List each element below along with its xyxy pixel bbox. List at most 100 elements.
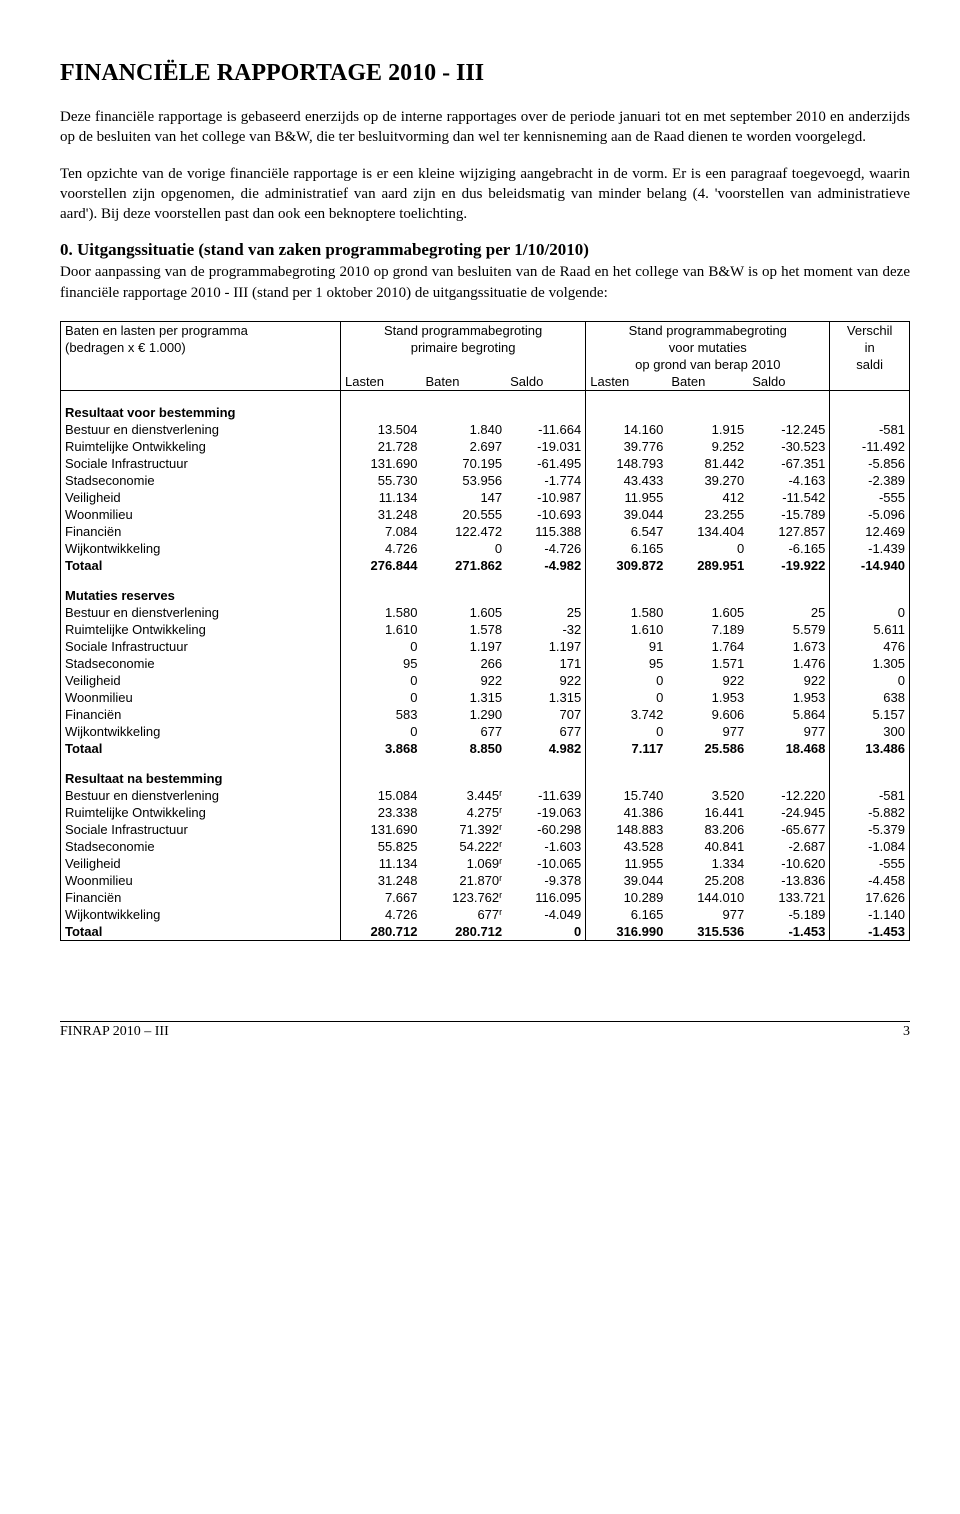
section-title: Mutaties reserves xyxy=(61,574,341,604)
cell-lasten2: 148.793 xyxy=(586,455,668,472)
cell-baten1: 266 xyxy=(421,655,506,672)
cell-verschil: -11.492 xyxy=(830,438,910,455)
cell-lasten2: 15.740 xyxy=(586,787,668,804)
table-row-label: Financiën xyxy=(61,889,341,906)
cell-verschil: -1.140 xyxy=(830,906,910,923)
table-row-label: Wijkontwikkeling xyxy=(61,906,341,923)
cell-lasten1: 131.690 xyxy=(340,821,421,838)
cell-lasten1: 55.730 xyxy=(340,472,421,489)
table-row-label: Veiligheid xyxy=(61,489,341,506)
cell-verschil: -555 xyxy=(830,855,910,872)
cell-lasten1: 55.825 xyxy=(340,838,421,855)
cell-baten2: 134.404 xyxy=(667,523,748,540)
cell-baten2: 0 xyxy=(667,540,748,557)
table-row-label: Ruimtelijke Ontwikkeling xyxy=(61,804,341,821)
cell-lasten1: 4.726 xyxy=(340,906,421,923)
cell-verschil: 638 xyxy=(830,689,910,706)
table-row-label: Sociale Infrastructuur xyxy=(61,638,341,655)
cell-verschil: -581 xyxy=(830,421,910,438)
cell-baten2: 1.571 xyxy=(667,655,748,672)
cell-verschil: 0 xyxy=(830,672,910,689)
hdr-group1: Stand programmabegroting xyxy=(340,321,585,339)
table-row-label: Bestuur en dienstverlening xyxy=(61,421,341,438)
cell-lasten2: 39.044 xyxy=(586,506,668,523)
footer-page-number: 3 xyxy=(903,1024,910,1040)
table-row-label: Financiën xyxy=(61,706,341,723)
cell-saldo1: -10.987 xyxy=(506,489,586,506)
hdr-group2: Stand programmabegroting xyxy=(586,321,830,339)
cell-baten1: 1.840 xyxy=(421,421,506,438)
cell-lasten1: 0 xyxy=(340,689,421,706)
cell-baten1: 123.762r xyxy=(421,889,506,906)
cell-lasten1: 23.338 xyxy=(340,804,421,821)
cell-lasten1: 13.504 xyxy=(340,421,421,438)
cell-lasten1: 7.084 xyxy=(340,523,421,540)
cell-verschil: -5.379 xyxy=(830,821,910,838)
cell-lasten1: 31.248 xyxy=(340,506,421,523)
cell-lasten2: 11.955 xyxy=(586,489,668,506)
cell-saldo2: 1.673 xyxy=(748,638,830,655)
cell-baten1: 53.956 xyxy=(421,472,506,489)
section-title: Resultaat na bestemming xyxy=(61,757,341,787)
cell-saldo2: -15.789 xyxy=(748,506,830,523)
cell-saldo2: -65.677 xyxy=(748,821,830,838)
cell-saldo2: -10.620 xyxy=(748,855,830,872)
cell-baten1: 1.578 xyxy=(421,621,506,638)
cell-saldo1: 171 xyxy=(506,655,586,672)
cell-baten2: 1.915 xyxy=(667,421,748,438)
cell-saldo1: 115.388 xyxy=(506,523,586,540)
cell-lasten2: 43.528 xyxy=(586,838,668,855)
cell-baten1: 1.605 xyxy=(421,604,506,621)
cell-lasten2: 10.289 xyxy=(586,889,668,906)
cell-baten1: 0 xyxy=(421,540,506,557)
cell-baten1: 1.069r xyxy=(421,855,506,872)
cell-verschil: -581 xyxy=(830,787,910,804)
cell-lasten2: 43.433 xyxy=(586,472,668,489)
table-row-label: Stadseconomie xyxy=(61,472,341,489)
cell-lasten2: 1.610 xyxy=(586,621,668,638)
cell-baten1: 54.222r xyxy=(421,838,506,855)
cell-saldo1: 922 xyxy=(506,672,586,689)
cell-verschil: -5.882 xyxy=(830,804,910,821)
cell-verschil: -5.856 xyxy=(830,455,910,472)
total-label: Totaal xyxy=(61,740,341,757)
cell-saldo1: 116.095 xyxy=(506,889,586,906)
cell-lasten1: 11.134 xyxy=(340,489,421,506)
hdr-baten-2: Baten xyxy=(667,373,748,391)
cell-lasten1: 1.610 xyxy=(340,621,421,638)
cell-saldo2: 5.864 xyxy=(748,706,830,723)
cell-lasten2: 11.955 xyxy=(586,855,668,872)
cell-baten2: 1.334 xyxy=(667,855,748,872)
intro-paragraph-2: Ten opzichte van de vorige financiële ra… xyxy=(60,164,910,225)
cell-lasten1: 0 xyxy=(340,638,421,655)
cell-lasten2: 6.547 xyxy=(586,523,668,540)
cell-baten1: 1.290 xyxy=(421,706,506,723)
cell-lasten2: 39.044 xyxy=(586,872,668,889)
cell-lasten1: 4.726 xyxy=(340,540,421,557)
cell-saldo2: -4.163 xyxy=(748,472,830,489)
cell-saldo1: -1.603 xyxy=(506,838,586,855)
cell-lasten1: 0 xyxy=(340,723,421,740)
section-title: Resultaat voor bestemming xyxy=(61,390,341,421)
cell-baten1: 71.392r xyxy=(421,821,506,838)
cell-verschil: -555 xyxy=(830,489,910,506)
hdr-saldo-1: Saldo xyxy=(506,373,586,391)
cell-baten1: 70.195 xyxy=(421,455,506,472)
cell-lasten1: 95 xyxy=(340,655,421,672)
cell-saldo1: -19.063 xyxy=(506,804,586,821)
table-row-label: Veiligheid xyxy=(61,672,341,689)
table-row-label: Stadseconomie xyxy=(61,655,341,672)
budget-table: Baten en lasten per programmaStand progr… xyxy=(60,321,910,941)
cell-baten1: 677r xyxy=(421,906,506,923)
cell-lasten2: 6.165 xyxy=(586,906,668,923)
cell-baten2: 3.520 xyxy=(667,787,748,804)
section-0-paragraph: Door aanpassing van de programmabegrotin… xyxy=(60,262,910,303)
cell-saldo2: 922 xyxy=(748,672,830,689)
cell-lasten1: 7.667 xyxy=(340,889,421,906)
table-row-label: Wijkontwikkeling xyxy=(61,540,341,557)
cell-lasten2: 6.165 xyxy=(586,540,668,557)
cell-baten2: 39.270 xyxy=(667,472,748,489)
cell-lasten2: 0 xyxy=(586,723,668,740)
cell-lasten1: 31.248 xyxy=(340,872,421,889)
cell-verschil: -4.458 xyxy=(830,872,910,889)
